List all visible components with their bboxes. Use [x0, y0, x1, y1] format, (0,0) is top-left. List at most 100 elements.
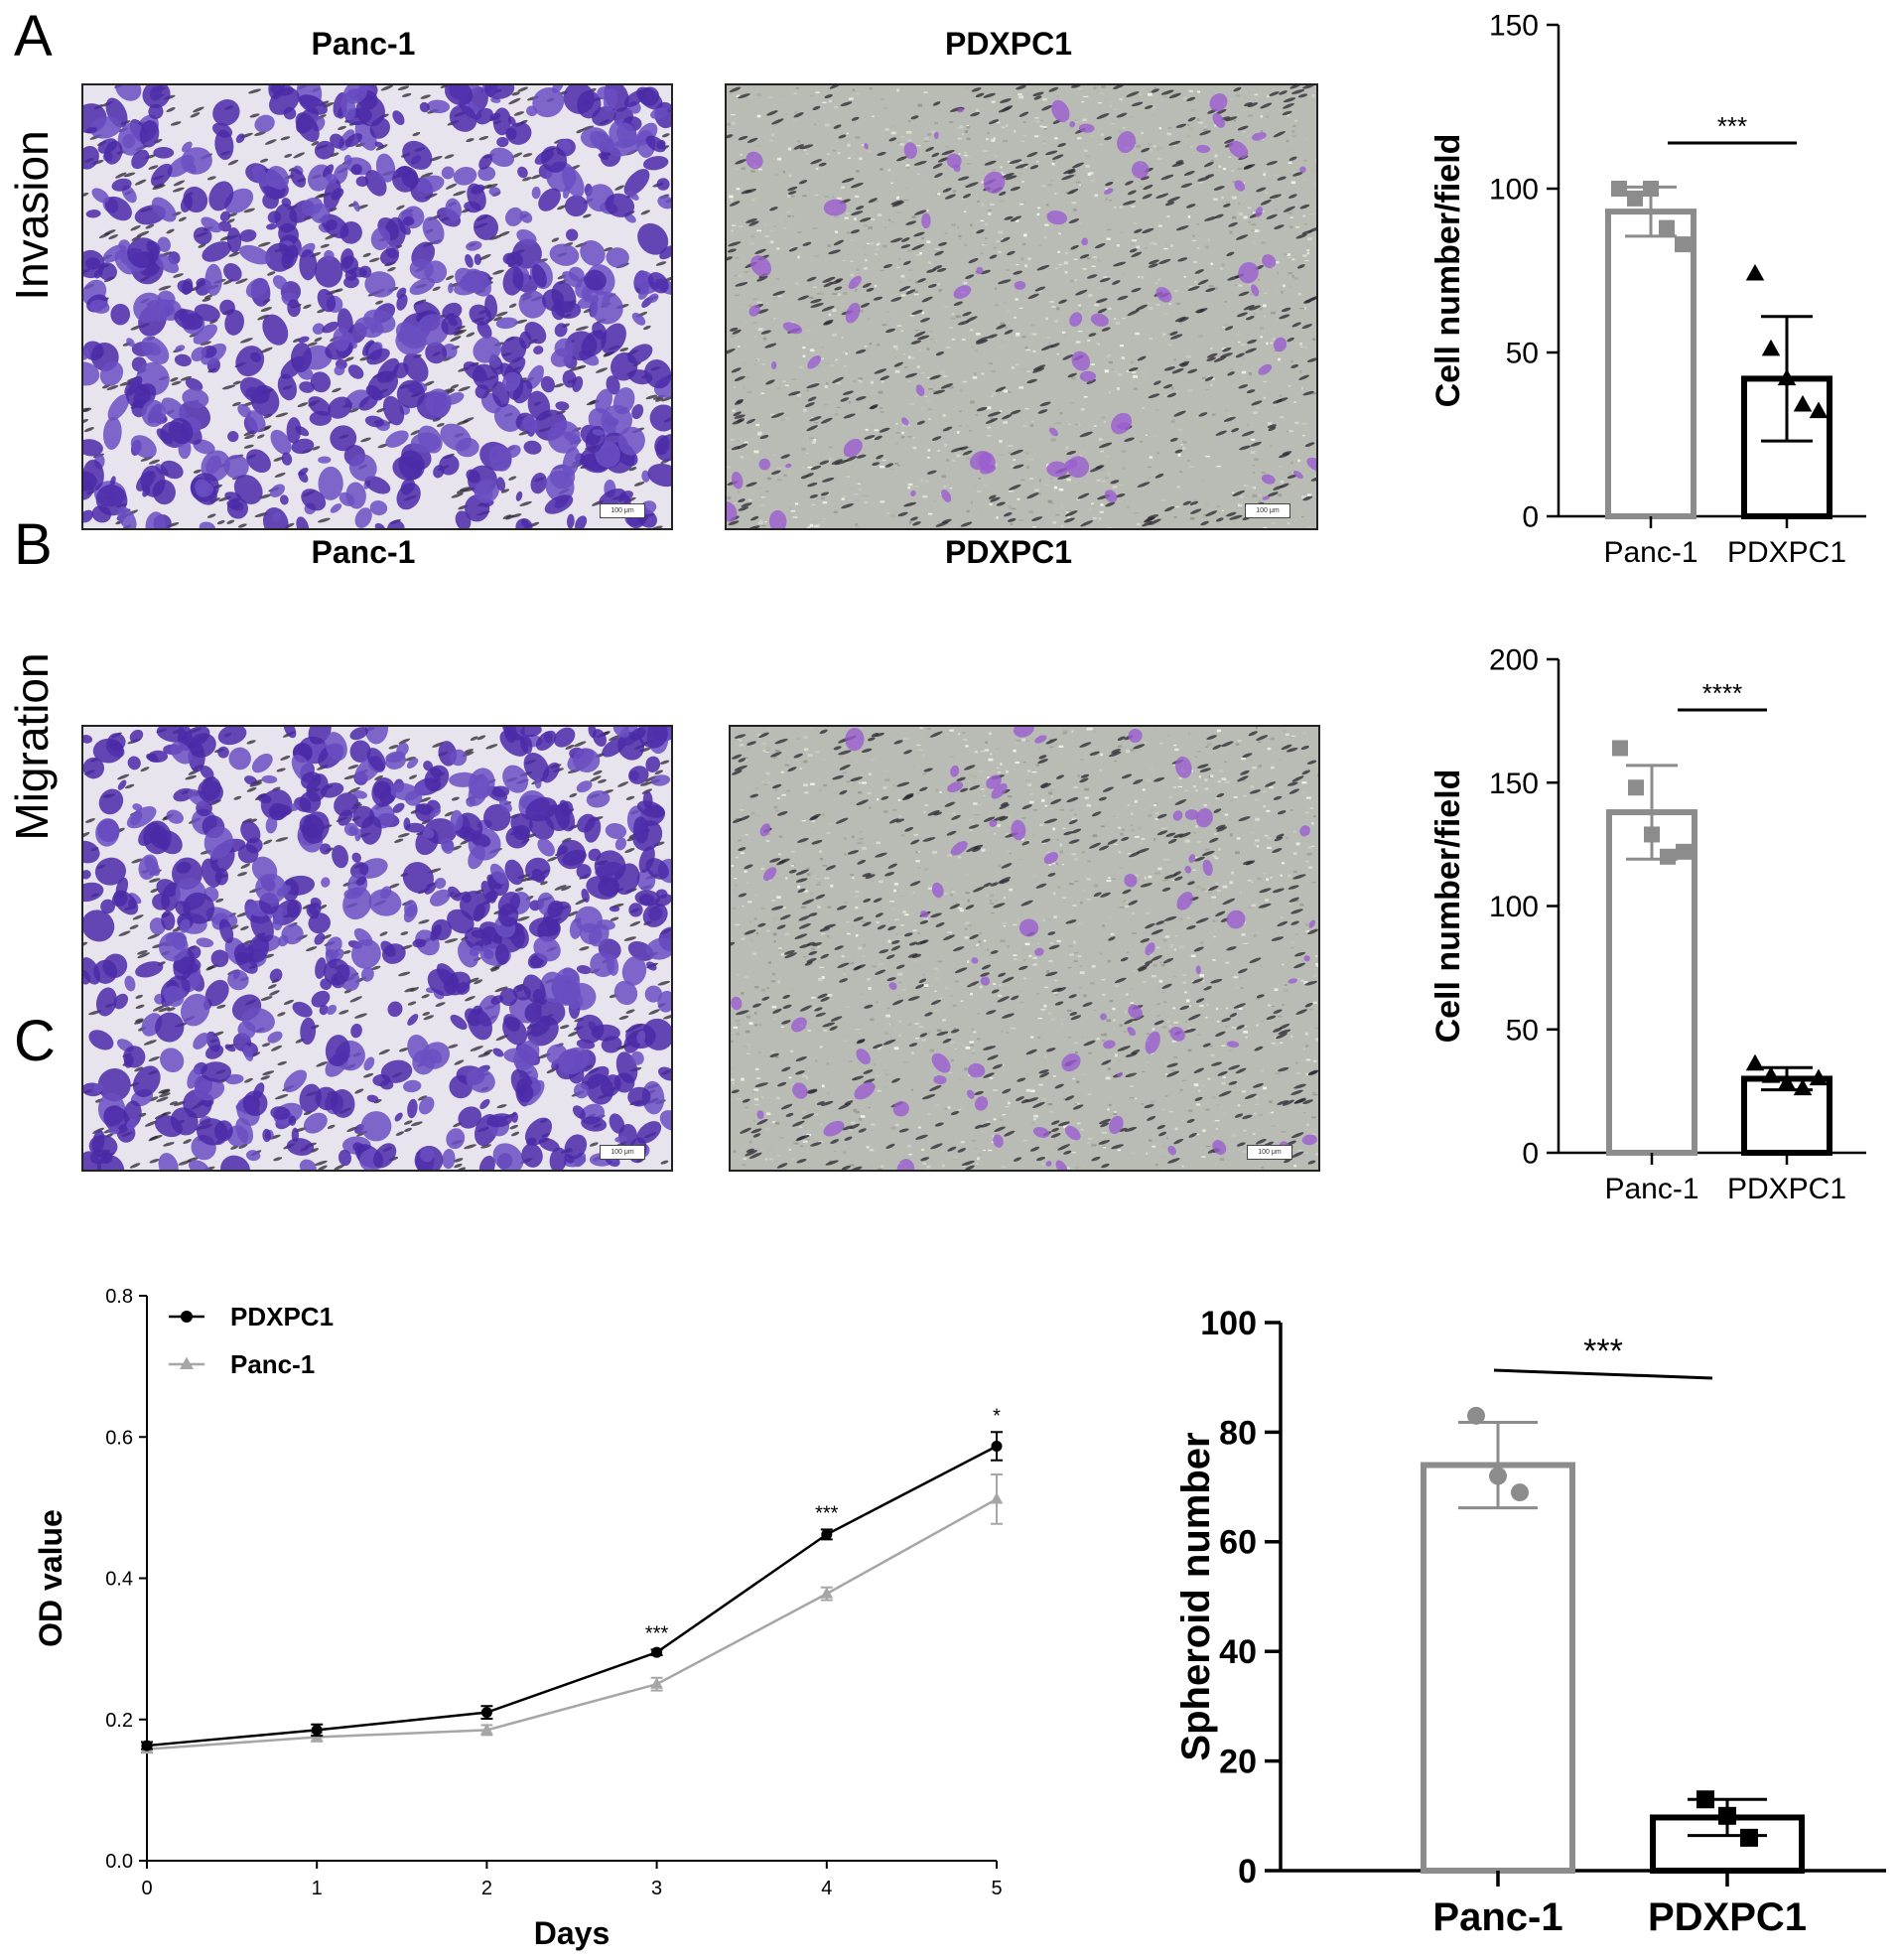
- significance-label: ***: [1717, 111, 1747, 141]
- chart-d-spheroid: 0 20 40 60 80 100 Spheroid number Panc-1 PDXPC1 *…: [1174, 1305, 1886, 1939]
- y-tick-label: 150: [1489, 768, 1539, 800]
- y-tick-label: 0.8: [105, 1286, 133, 1308]
- data-point: [651, 1646, 663, 1658]
- x-tick-label: Panc-1: [1604, 1173, 1698, 1205]
- data-point: [480, 1723, 493, 1736]
- micrograph-invasion-panc1: [81, 83, 673, 530]
- data-point: [1761, 1066, 1781, 1083]
- x-tick-label: 5: [991, 1878, 1002, 1899]
- x-tick-label: PDXPC1: [1727, 1173, 1846, 1205]
- data-point: [1612, 740, 1628, 757]
- y-tick-label: 0.4: [105, 1569, 133, 1591]
- y-tick-label: 0: [1238, 1853, 1257, 1890]
- image-title-a-panc1: Panc-1: [311, 26, 416, 62]
- y-tick-label: 100: [1200, 1305, 1257, 1342]
- x-tick-label: PDXPC1: [1727, 536, 1846, 569]
- row-label-migration: Migration: [6, 652, 58, 841]
- y-tick-label: 50: [1506, 338, 1539, 370]
- data-point: [1644, 826, 1660, 843]
- y-tick-label: 200: [1489, 644, 1539, 677]
- micrograph-migration-pdxpc1: [729, 725, 1320, 1172]
- bar-panc-1: [1421, 1462, 1575, 1875]
- data-point: [141, 1740, 153, 1751]
- x-tick-label: 0: [141, 1878, 152, 1899]
- data-point: [1611, 181, 1627, 197]
- y-axis-label: Spheroid number: [1174, 1432, 1218, 1760]
- data-point: [1643, 181, 1659, 197]
- scale-bar: 100 μm: [600, 503, 645, 518]
- x-tick-label: Panc-1: [1432, 1895, 1562, 1939]
- y-tick-label: 60: [1219, 1524, 1257, 1562]
- data-point: [1793, 394, 1813, 412]
- scale-bar: 100 μm: [600, 1145, 645, 1160]
- y-tick-label: 0.2: [105, 1710, 133, 1732]
- legend-label: Panc-1: [230, 1349, 315, 1379]
- legend-marker: [181, 1311, 193, 1323]
- x-tick-label: 3: [651, 1878, 662, 1899]
- y-tick-label: 0.0: [105, 1851, 133, 1873]
- panel-letter-a: A: [14, 4, 53, 69]
- significance-label: ****: [1702, 678, 1742, 708]
- panel-letter-b: B: [14, 512, 53, 577]
- data-point: [1675, 236, 1691, 253]
- y-tick-label: 100: [1489, 174, 1539, 207]
- y-tick-label: 40: [1219, 1633, 1257, 1671]
- data-point: [1511, 1483, 1529, 1502]
- data-point: [1627, 190, 1643, 207]
- scale-bar: 100 μm: [1247, 1145, 1292, 1160]
- data-point: [1660, 848, 1676, 865]
- y-axis-label: Cell number/field: [1429, 134, 1467, 408]
- y-axis-label: OD value: [33, 1509, 68, 1647]
- significance-line: [1493, 1368, 1713, 1380]
- micrograph-migration-panc1: [81, 725, 673, 1172]
- data-point: [990, 1492, 1004, 1504]
- data-point: [1777, 1073, 1797, 1091]
- data-point: [1628, 779, 1644, 796]
- data-point: [1809, 401, 1829, 419]
- scale-bar: 100 μm: [1245, 503, 1290, 518]
- series-line-pdxpc1: [146, 1445, 998, 1748]
- x-tick-label: PDXPC1: [1648, 1895, 1807, 1939]
- micrograph-invasion-pdxpc1: [725, 83, 1318, 530]
- data-point: [480, 1707, 492, 1719]
- significance-label: *: [993, 1405, 1001, 1427]
- y-tick-label: 80: [1219, 1414, 1257, 1452]
- legend-marker: [180, 1356, 194, 1370]
- image-title-a-pdxpc1: PDXPC1: [944, 26, 1073, 62]
- data-point: [650, 1677, 663, 1689]
- y-axis-label: Cell number/field: [1429, 770, 1467, 1044]
- significance-label: ***: [1583, 1332, 1623, 1370]
- data-point: [821, 1528, 833, 1540]
- data-point: [1676, 843, 1692, 860]
- chart-b-migration: 0 50 100 150 200 Cell number/field Panc-1 PDXPC…: [1429, 644, 1866, 1205]
- x-tick-label: Panc-1: [1603, 536, 1697, 569]
- panel-letter-c: C: [14, 1009, 56, 1073]
- y-tick-label: 150: [1489, 10, 1539, 43]
- x-tick-label: 2: [481, 1878, 492, 1899]
- data-point: [1745, 1053, 1765, 1071]
- bar-panc-1: [1606, 809, 1697, 1156]
- data-point: [1659, 219, 1675, 236]
- y-tick-label: 0.6: [105, 1427, 133, 1449]
- x-axis-label: Days: [534, 1915, 610, 1951]
- data-point: [1777, 368, 1797, 386]
- y-tick-label: 100: [1489, 891, 1539, 923]
- data-point: [1696, 1790, 1714, 1809]
- data-point: [1740, 1828, 1758, 1847]
- y-tick-label: 0: [1522, 501, 1539, 534]
- data-point: [820, 1587, 834, 1599]
- data-point: [1793, 1078, 1813, 1096]
- data-point: [1467, 1406, 1485, 1425]
- data-point: [991, 1440, 1003, 1452]
- y-tick-label: 0: [1522, 1138, 1539, 1171]
- series-line-panc-1: [146, 1497, 998, 1750]
- bar-panc-1: [1605, 209, 1696, 519]
- image-title-b-panc1: Panc-1: [311, 534, 416, 570]
- y-tick-label: 20: [1219, 1744, 1257, 1781]
- data-point: [1809, 1068, 1829, 1086]
- x-tick-label: 4: [821, 1878, 832, 1899]
- x-tick-label: 1: [312, 1878, 323, 1899]
- legend-label: PDXPC1: [230, 1302, 334, 1331]
- significance-label: ***: [815, 1502, 839, 1524]
